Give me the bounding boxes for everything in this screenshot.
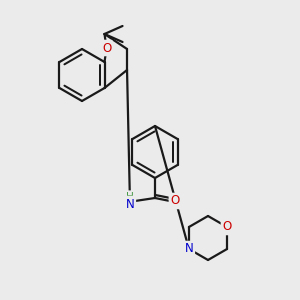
Text: N: N — [184, 242, 193, 256]
Text: O: O — [222, 220, 232, 233]
Text: O: O — [170, 194, 180, 208]
Text: H: H — [126, 192, 134, 202]
Text: N: N — [126, 197, 134, 211]
Text: O: O — [102, 41, 111, 55]
